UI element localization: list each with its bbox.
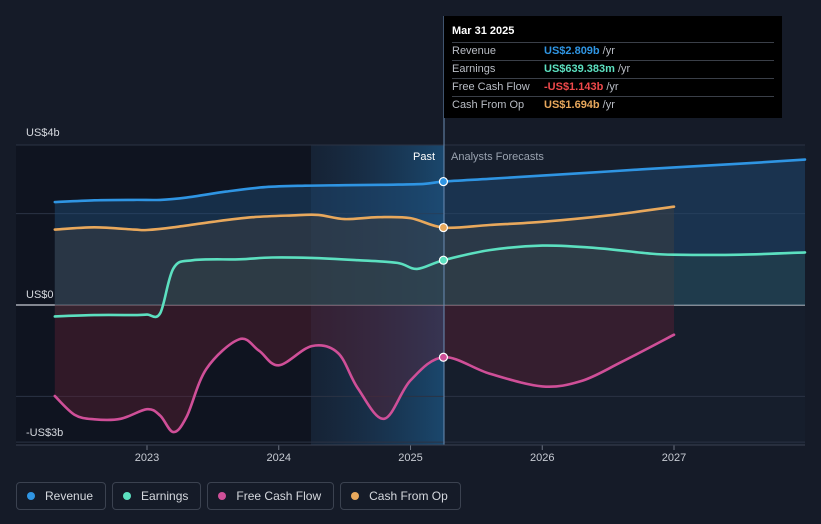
y-label-bottom: -US$3b xyxy=(26,427,63,439)
tooltip: Mar 31 2025 Revenue US$2.809b /yr Earnin… xyxy=(444,16,782,118)
series-marker-free-cash-flow[interactable] xyxy=(438,352,449,362)
tooltip-unit: /yr xyxy=(602,99,615,111)
tooltip-value: US$2.809b xyxy=(544,45,600,57)
x-tick-label: 2025 xyxy=(398,452,422,464)
tooltip-date: Mar 31 2025 xyxy=(452,25,515,37)
series-area-free-cash-flow xyxy=(54,305,675,433)
legend-label: Free Cash Flow xyxy=(236,489,322,503)
tooltip-row-cfo: Cash From Op US$1.694b /yr xyxy=(452,96,774,114)
x-tick-label: 2026 xyxy=(530,452,554,464)
tooltip-value: -US$1.143b xyxy=(544,81,604,93)
tooltip-row-earnings: Earnings US$639.383m /yr xyxy=(452,60,774,78)
series-marker-revenue[interactable] xyxy=(438,176,449,187)
tooltip-label: Cash From Op xyxy=(452,99,525,111)
series-line-earnings xyxy=(53,244,807,319)
y-label-zero: US$0 xyxy=(26,289,54,301)
legend-item-free-cash-flow[interactable]: Free Cash Flow xyxy=(207,482,335,510)
legend-item-earnings[interactable]: Earnings xyxy=(112,482,202,510)
legend-dot-icon xyxy=(351,492,360,500)
series-marker-cash-from-op[interactable] xyxy=(438,222,449,233)
y-label-top: US$4b xyxy=(26,127,60,139)
legend-dot-icon xyxy=(123,492,132,500)
tooltip-unit: /yr xyxy=(606,81,619,93)
legend-dot-icon xyxy=(218,492,227,500)
series-line-cash-from-op xyxy=(53,205,676,232)
legend-dot-icon xyxy=(27,492,35,500)
tooltip-unit: /yr xyxy=(602,45,615,57)
legend-label: Revenue xyxy=(45,489,94,503)
series-line-free-cash-flow xyxy=(53,333,676,434)
legend-label: Earnings xyxy=(141,489,189,503)
series-area-cash-from-op xyxy=(54,206,675,305)
legend: Revenue Earnings Free Cash Flow Cash Fro… xyxy=(16,482,461,512)
tooltip-unit: /yr xyxy=(617,63,631,75)
legend-item-cash-from-op[interactable]: Cash From Op xyxy=(340,482,461,510)
x-tick-label: 2027 xyxy=(662,452,686,464)
x-tick-label: 2024 xyxy=(267,452,291,464)
tooltip-label: Earnings xyxy=(452,63,496,75)
tooltip-value: US$1.694b xyxy=(544,99,600,111)
tooltip-label: Revenue xyxy=(452,45,497,57)
tooltip-row-fcf: Free Cash Flow -US$1.143b /yr xyxy=(452,78,774,96)
legend-label: Cash From Op xyxy=(369,489,448,503)
tooltip-value: US$639.383m xyxy=(544,63,615,75)
series-marker-earnings[interactable] xyxy=(438,255,449,265)
tooltip-row-revenue: Revenue US$2.809b /yr xyxy=(452,42,774,60)
region-past-label: Past xyxy=(413,151,435,163)
series-line-revenue xyxy=(53,158,807,204)
legend-item-revenue[interactable]: Revenue xyxy=(16,482,107,510)
tooltip-label: Free Cash Flow xyxy=(452,81,530,93)
region-forecast-label: Analysts Forecasts xyxy=(451,151,544,163)
x-tick-label: 2023 xyxy=(135,452,159,464)
